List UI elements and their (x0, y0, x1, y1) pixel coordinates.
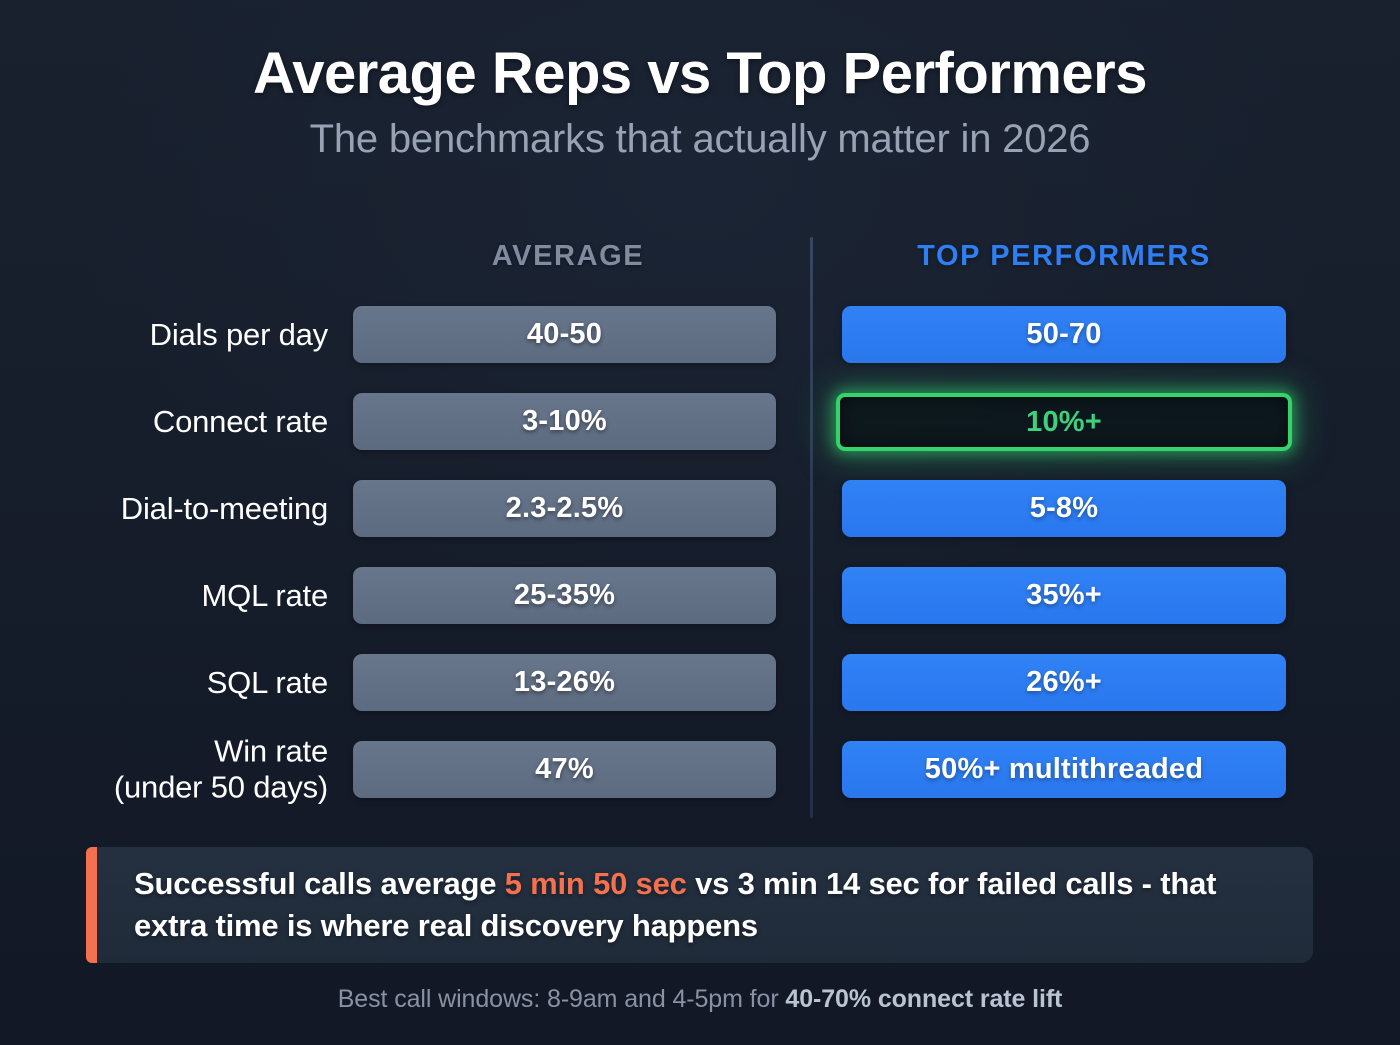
footer-bold: 40-70% connect rate lift (785, 985, 1063, 1013)
table-row: SQL rate 13-26% 26%+ (0, 654, 1400, 711)
row-label: Dial-to-meeting (120, 490, 328, 526)
average-value-bar: 13-26% (353, 654, 776, 711)
top-performer-value-bar: 5-8% (842, 480, 1286, 537)
top-performer-value-bar: 50-70 (842, 306, 1286, 363)
table-row: Connect rate 3-10% 10%+ (0, 393, 1400, 451)
row-label: Dials per day (149, 316, 329, 352)
row-label: MQL rate (201, 577, 329, 613)
callout-accent-bar (86, 847, 97, 963)
callout-box: Successful calls average 5 min 50 sec vs… (86, 847, 1313, 963)
page-subtitle: The benchmarks that actually matter in 2… (309, 116, 1091, 161)
column-headers: AVERAGE TOP PERFORMERS (0, 240, 1400, 286)
infographic-header: Average Reps vs Top Performers The bench… (0, 0, 1400, 162)
column-header-average: AVERAGE (491, 240, 645, 272)
table-row: MQL rate 25-35% 35%+ (0, 567, 1400, 624)
table-row: Dials per day 40-50 50-70 (0, 306, 1400, 363)
column-divider (810, 237, 813, 818)
footer-note: Best call windows: 8-9am and 4-5pm for 4… (0, 985, 1400, 1014)
row-label: Connect rate (152, 403, 328, 439)
column-header-top-performers: TOP PERFORMERS (917, 240, 1211, 272)
row-label: SQL rate (206, 664, 329, 700)
top-performer-value-bar: 35%+ (842, 567, 1286, 624)
benchmark-rows: Dials per day 40-50 50-70 Connect rate 3-10%… (0, 306, 1400, 828)
table-row: Dial-to-meeting 2.3-2.5% 5-8% (0, 480, 1400, 537)
average-value-bar: 2.3-2.5% (353, 480, 776, 537)
page-title: Average Reps vs Top Performers (252, 41, 1148, 106)
callout-highlight: 5 min 50 sec (504, 866, 687, 902)
callout-text: Successful calls average 5 min 50 sec vs… (86, 863, 1313, 947)
table-row: Win rate (under 50 days) 47% 50%+ multithr… (0, 733, 1400, 805)
callout-part1: Successful calls average (134, 866, 505, 902)
average-value-bar: 25-35% (353, 567, 776, 624)
top-performer-value-bar: 50%+ multithreaded (842, 741, 1286, 798)
average-value-bar: 40-50 (353, 306, 776, 363)
average-value-bar: 47% (353, 741, 776, 798)
callout-part2: vs 3 min 14 sec for failed calls - that … (134, 866, 1217, 943)
row-label: Win rate (under 50 days) (113, 733, 328, 805)
footer-prefix: Best call windows: 8-9am and 4-5pm for (337, 985, 786, 1013)
top-performer-value-bar: 26%+ (842, 654, 1286, 711)
top-performer-value-bar-highlighted: 10%+ (836, 393, 1292, 451)
average-value-bar: 3-10% (353, 393, 776, 450)
